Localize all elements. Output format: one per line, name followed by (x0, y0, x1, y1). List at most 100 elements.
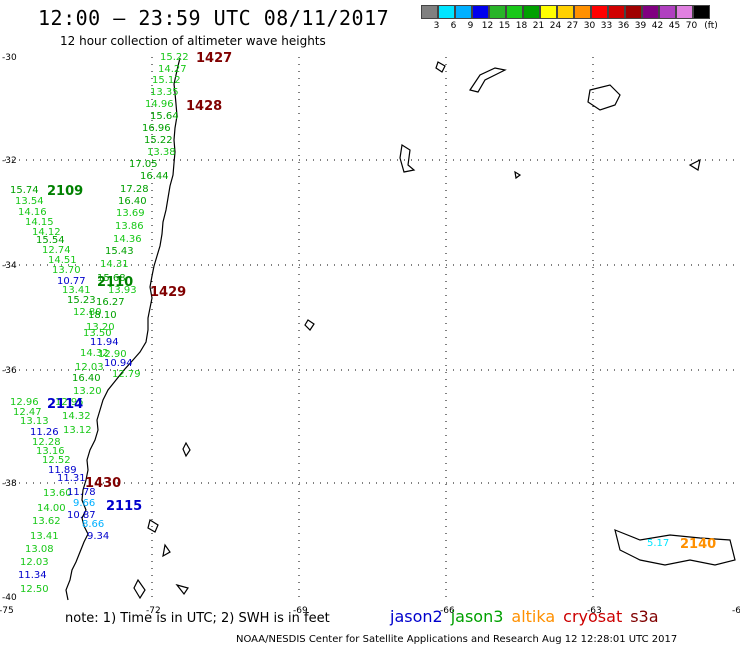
wave-height-value: 15.23 (67, 295, 96, 306)
scale-swatch (421, 5, 438, 19)
wave-height-value: 12.03 (20, 557, 49, 568)
wave-height-value: 15.74 (10, 185, 39, 196)
color-scale-labels: 3 6 9 12 15 18 21 24 27 30 33 36 39 42 45 70 (ft) (428, 21, 722, 31)
scale-label: 27 (566, 21, 579, 31)
coastline-south-america (65, 57, 181, 601)
island-patch-10 (469, 67, 507, 93)
pass-id-label: 2110 (97, 275, 133, 290)
wave-height-value: 13.93 (108, 285, 137, 296)
pass-id-label: 1428 (186, 99, 222, 114)
latitude-label: -36 (2, 366, 17, 376)
latitude-label: -40 (2, 593, 17, 603)
wave-height-value: 14.15 (25, 217, 54, 228)
pass-id-label: 1429 (150, 285, 186, 300)
wave-height-value: 12.79 (112, 369, 141, 380)
wave-height-value: 16.27 (96, 297, 125, 308)
lat-lon-grid (5, 57, 738, 600)
wave-height-value: 13.13 (20, 416, 49, 427)
wave-height-value: 5.17 (647, 538, 669, 549)
latitude-label: -32 (2, 156, 17, 166)
scale-label: 45 (668, 21, 681, 31)
wave-height-value: 13.69 (116, 208, 145, 219)
scale-swatch (676, 5, 693, 19)
scale-swatch (472, 5, 489, 19)
island-patch-6 (304, 319, 315, 331)
pass-id-label: 1430 (85, 476, 121, 491)
color-scale (421, 5, 710, 19)
wave-height-value: 17.05 (129, 159, 158, 170)
island-patch-7 (399, 144, 416, 173)
wave-height-value: 13.20 (86, 322, 115, 333)
units-note: note: 1) Time is in UTC; 2) SWH is in fe… (65, 611, 330, 626)
wave-height-value: 16.40 (72, 373, 101, 384)
wave-height-value: 9.66 (73, 498, 95, 509)
wave-height-value: 14.36 (113, 234, 142, 245)
scale-swatch (523, 5, 540, 19)
wave-height-value: 8.66 (82, 519, 104, 530)
wave-height-value: 13.41 (62, 285, 91, 296)
wave-height-value: 15.68 (97, 273, 126, 284)
wave-height-value: 13.38 (147, 147, 176, 158)
axis-tick-labels: -30 -32 -34 -36 -38 -40 -75 -72 -69 -66 -63 -60 (0, 53, 740, 616)
map-subtitle: 12 hour collection of altimeter wave hei… (60, 34, 326, 48)
island-patch-5 (182, 441, 191, 458)
wave-height-value: 16.40 (118, 196, 147, 207)
island-patch-3 (133, 578, 146, 600)
longitude-label: -63 (587, 606, 602, 616)
wave-height-value: 11.89 (48, 465, 77, 476)
wave-height-value: 13.12 (63, 425, 92, 436)
wave-height-value: 13.16 (36, 446, 65, 457)
wave-height-value: 13.50 (83, 328, 112, 339)
scale-label: 9 (467, 21, 474, 31)
scale-swatch (506, 5, 523, 19)
pass-id-label: 2115 (106, 499, 142, 514)
wave-height-value: 12.52 (42, 455, 71, 466)
wave-height-value: 13.62 (32, 516, 61, 527)
wave-height-labels: 15.2214.2715.1213.3514.9615.6416.9615.22… (10, 52, 669, 595)
island-patch-13 (614, 529, 736, 566)
wave-height-value: 15.43 (105, 246, 134, 257)
scale-swatch (608, 5, 625, 19)
scale-swatch (540, 5, 557, 19)
wave-height-value: 14.12 (32, 227, 61, 238)
longitude-label: -72 (146, 606, 161, 616)
wave-height-value: 12.03 (75, 362, 104, 373)
wave-height-value: 12.80 (73, 307, 102, 318)
wave-height-value: 10.77 (57, 276, 86, 287)
wave-height-value: 12.50 (20, 584, 49, 595)
scale-swatch (489, 5, 506, 19)
wave-height-value: 13.70 (52, 265, 81, 276)
island-patch-1 (147, 519, 159, 533)
satellite-legend: jason2 jason3 altika cryosat s3a (390, 607, 667, 626)
scale-label: 70 (685, 21, 698, 31)
scale-label: 30 (583, 21, 596, 31)
wave-height-value: 14.96 (145, 99, 174, 110)
wave-height-value: 12.90 (98, 349, 127, 360)
wave-height-value: 13.86 (115, 221, 144, 232)
wave-height-value: 11.31 (57, 473, 86, 484)
scale-swatch (574, 5, 591, 19)
wave-height-value: 15.22 (144, 135, 173, 146)
scale-label: 3 (433, 21, 440, 31)
wave-height-value: 14.31 (100, 259, 129, 270)
pass-id-label: 2140 (680, 537, 716, 552)
latitude-label: -34 (2, 261, 17, 271)
longitude-label: -69 (293, 606, 308, 616)
wave-height-value: 15.12 (152, 75, 181, 86)
pass-id-labels: 1427 1428 2109 2110 1429 2114 1430 2115 2140 (47, 51, 716, 552)
scale-swatch (455, 5, 472, 19)
island-patch-4 (175, 583, 189, 596)
scale-label: 12 (481, 21, 494, 31)
wave-height-value: 16.44 (140, 171, 169, 182)
scale-swatch (659, 5, 676, 19)
island-patch-12 (688, 158, 701, 171)
wave-height-value: 14.16 (18, 207, 47, 218)
wave-height-value: 11.34 (18, 570, 47, 581)
scale-label: 21 (532, 21, 545, 31)
wave-height-value: 12.28 (32, 437, 61, 448)
wave-height-value: 11.94 (90, 337, 119, 348)
longitude-label: -66 (440, 606, 455, 616)
scale-unit: (ft) (704, 21, 718, 31)
wave-height-value: 13.08 (25, 544, 54, 555)
